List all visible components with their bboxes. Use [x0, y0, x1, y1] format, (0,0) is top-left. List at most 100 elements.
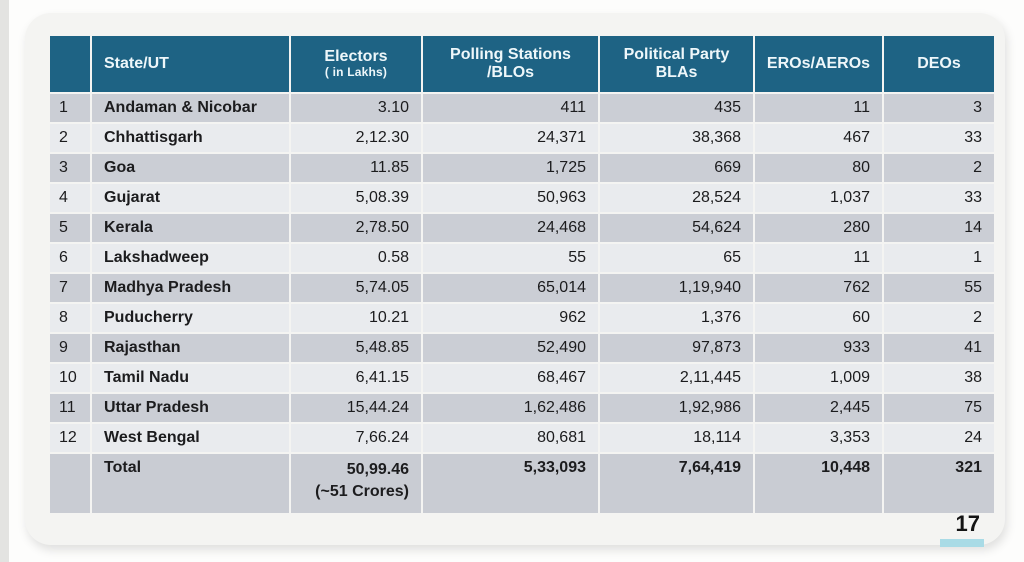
header-cell-state: State/UT: [92, 36, 289, 92]
cell-deos: 41: [884, 334, 994, 362]
cell-blas: 54,624: [600, 214, 753, 242]
table-body: 1 Andaman & Nicobar 3.10 411 435 11 3 2 …: [50, 94, 994, 513]
table-row: 9 Rajasthan 5,48.85 52,490 97,873 933 41: [50, 334, 994, 362]
electoral-statistics-table: State/UT Electors ( in Lakhs) Polling St…: [48, 34, 996, 515]
cell-total-blas: 7,64,419: [600, 454, 753, 513]
cell-eros: 933: [755, 334, 882, 362]
table-row: 8 Puducherry 10.21 962 1,376 60 2: [50, 304, 994, 332]
cell-state: Chhattisgarh: [92, 124, 289, 152]
cell-polling: 68,467: [423, 364, 598, 392]
header-cell-party-blas: Political Party BLAs: [600, 36, 753, 92]
cell-state: West Bengal: [92, 424, 289, 452]
cell-deos: 3: [884, 94, 994, 122]
cell-blas: 1,92,986: [600, 394, 753, 422]
cell-sno: 11: [50, 394, 90, 422]
cell-eros: 762: [755, 274, 882, 302]
table-row: 12 West Bengal 7,66.24 80,681 18,114 3,3…: [50, 424, 994, 452]
table-row: 5 Kerala 2,78.50 24,468 54,624 280 14: [50, 214, 994, 242]
cell-sno: 10: [50, 364, 90, 392]
cell-sno: 2: [50, 124, 90, 152]
cell-blas: 18,114: [600, 424, 753, 452]
cell-polling: 55: [423, 244, 598, 272]
header-polling-line1: Polling Stations: [450, 45, 571, 63]
cell-eros: 60: [755, 304, 882, 332]
cell-total-label: Total: [92, 454, 289, 513]
table-row: 11 Uttar Pradesh 15,44.24 1,62,486 1,92,…: [50, 394, 994, 422]
cell-polling: 50,963: [423, 184, 598, 212]
table-header: State/UT Electors ( in Lakhs) Polling St…: [50, 36, 994, 92]
cell-state: Rajasthan: [92, 334, 289, 362]
cell-blas: 28,524: [600, 184, 753, 212]
header-cell-index: [50, 36, 90, 92]
header-polling-line2: /BLOs: [486, 64, 535, 81]
left-edge-strip: [0, 0, 9, 562]
cell-deos: 75: [884, 394, 994, 422]
cell-electors: 2,12.30: [291, 124, 421, 152]
table-row: 6 Lakshadweep 0.58 55 65 11 1: [50, 244, 994, 272]
cell-state: Puducherry: [92, 304, 289, 332]
cell-polling: 1,62,486: [423, 394, 598, 422]
cell-state: Uttar Pradesh: [92, 394, 289, 422]
cell-polling: 1,725: [423, 154, 598, 182]
cell-polling: 65,014: [423, 274, 598, 302]
cell-sno: 12: [50, 424, 90, 452]
cell-sno: 9: [50, 334, 90, 362]
table-row: 4 Gujarat 5,08.39 50,963 28,524 1,037 33: [50, 184, 994, 212]
cell-state: Andaman & Nicobar: [92, 94, 289, 122]
cell-blas: 1,376: [600, 304, 753, 332]
table-row: 3 Goa 11.85 1,725 669 80 2: [50, 154, 994, 182]
table-row: 1 Andaman & Nicobar 3.10 411 435 11 3: [50, 94, 994, 122]
cell-eros: 80: [755, 154, 882, 182]
total-electors-line2: (~51 Crores): [315, 482, 409, 500]
cell-polling: 24,468: [423, 214, 598, 242]
cell-sno: 1: [50, 94, 90, 122]
cell-polling: 962: [423, 304, 598, 332]
cell-sno: 5: [50, 214, 90, 242]
cell-electors: 6,41.15: [291, 364, 421, 392]
cell-electors: 5,08.39: [291, 184, 421, 212]
cell-polling: 52,490: [423, 334, 598, 362]
cell-deos: 2: [884, 154, 994, 182]
cell-sno: 8: [50, 304, 90, 332]
cell-blas: 435: [600, 94, 753, 122]
cell-eros: 1,009: [755, 364, 882, 392]
cell-state: Goa: [92, 154, 289, 182]
header-cell-eros-aeros: EROs/AEROs: [755, 36, 882, 92]
header-electors-line1: Electors: [324, 47, 388, 65]
header-electors-line2: ( in Lakhs): [324, 65, 388, 80]
cell-total-polling: 5,33,093: [423, 454, 598, 513]
header-cell-electors: Electors ( in Lakhs): [291, 36, 421, 92]
cell-sno: 7: [50, 274, 90, 302]
header-cell-polling-stations: Polling Stations /BLOs: [423, 36, 598, 92]
cell-electors: 5,48.85: [291, 334, 421, 362]
cell-eros: 3,353: [755, 424, 882, 452]
cell-total-deos: 321: [884, 454, 994, 513]
cell-electors: 7,66.24: [291, 424, 421, 452]
page-number-accent-bar: [940, 539, 984, 548]
cell-sno: 6: [50, 244, 90, 272]
cell-electors: 15,44.24: [291, 394, 421, 422]
cell-blas: 38,368: [600, 124, 753, 152]
total-row: Total 50,99.46 (~51 Crores) 5,33,093 7,6…: [50, 454, 994, 513]
cell-state: Tamil Nadu: [92, 364, 289, 392]
table-row: 2 Chhattisgarh 2,12.30 24,371 38,368 467…: [50, 124, 994, 152]
cell-sno: 3: [50, 154, 90, 182]
page-number-block: 17: [934, 511, 984, 548]
cell-deos: 2: [884, 304, 994, 332]
cell-sno-empty: [50, 454, 90, 513]
cell-polling: 24,371: [423, 124, 598, 152]
cell-deos: 14: [884, 214, 994, 242]
cell-state: Lakshadweep: [92, 244, 289, 272]
cell-blas: 669: [600, 154, 753, 182]
cell-state: Gujarat: [92, 184, 289, 212]
cell-total-electors: 50,99.46 (~51 Crores): [291, 454, 421, 513]
cell-eros: 2,445: [755, 394, 882, 422]
cell-deos: 55: [884, 274, 994, 302]
cell-deos: 33: [884, 124, 994, 152]
cell-sno: 4: [50, 184, 90, 212]
header-blas-line1: Political Party: [623, 45, 730, 63]
header-row: State/UT Electors ( in Lakhs) Polling St…: [50, 36, 994, 92]
cell-electors: 0.58: [291, 244, 421, 272]
cell-eros: 1,037: [755, 184, 882, 212]
